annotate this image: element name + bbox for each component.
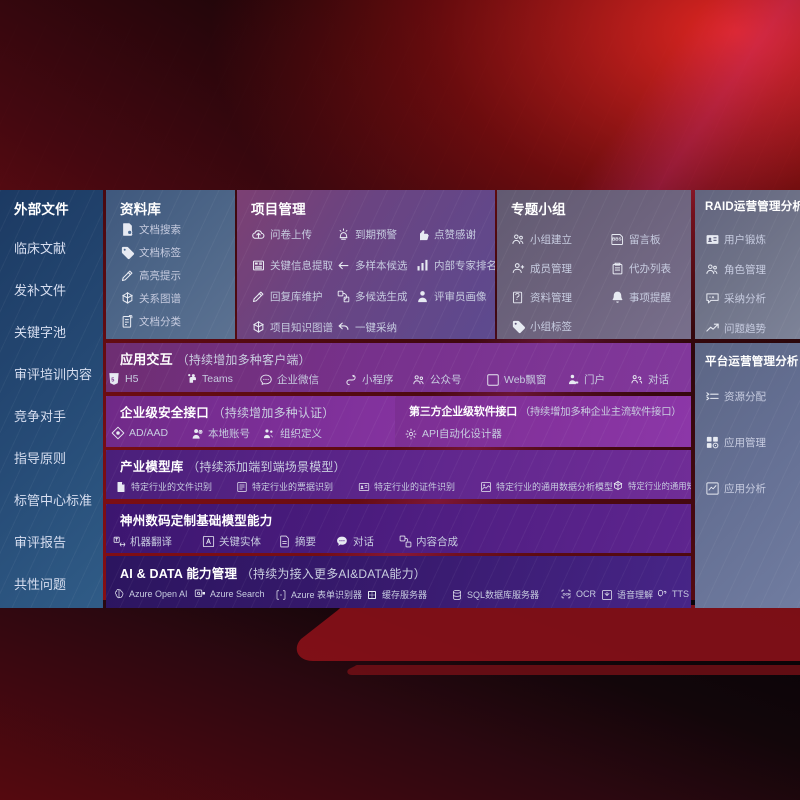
- svg-text:BBS: BBS: [612, 236, 622, 241]
- svg-text:5: 5: [111, 377, 114, 383]
- svg-text:OCR: OCR: [563, 592, 571, 596]
- svg-text:A: A: [712, 296, 715, 300]
